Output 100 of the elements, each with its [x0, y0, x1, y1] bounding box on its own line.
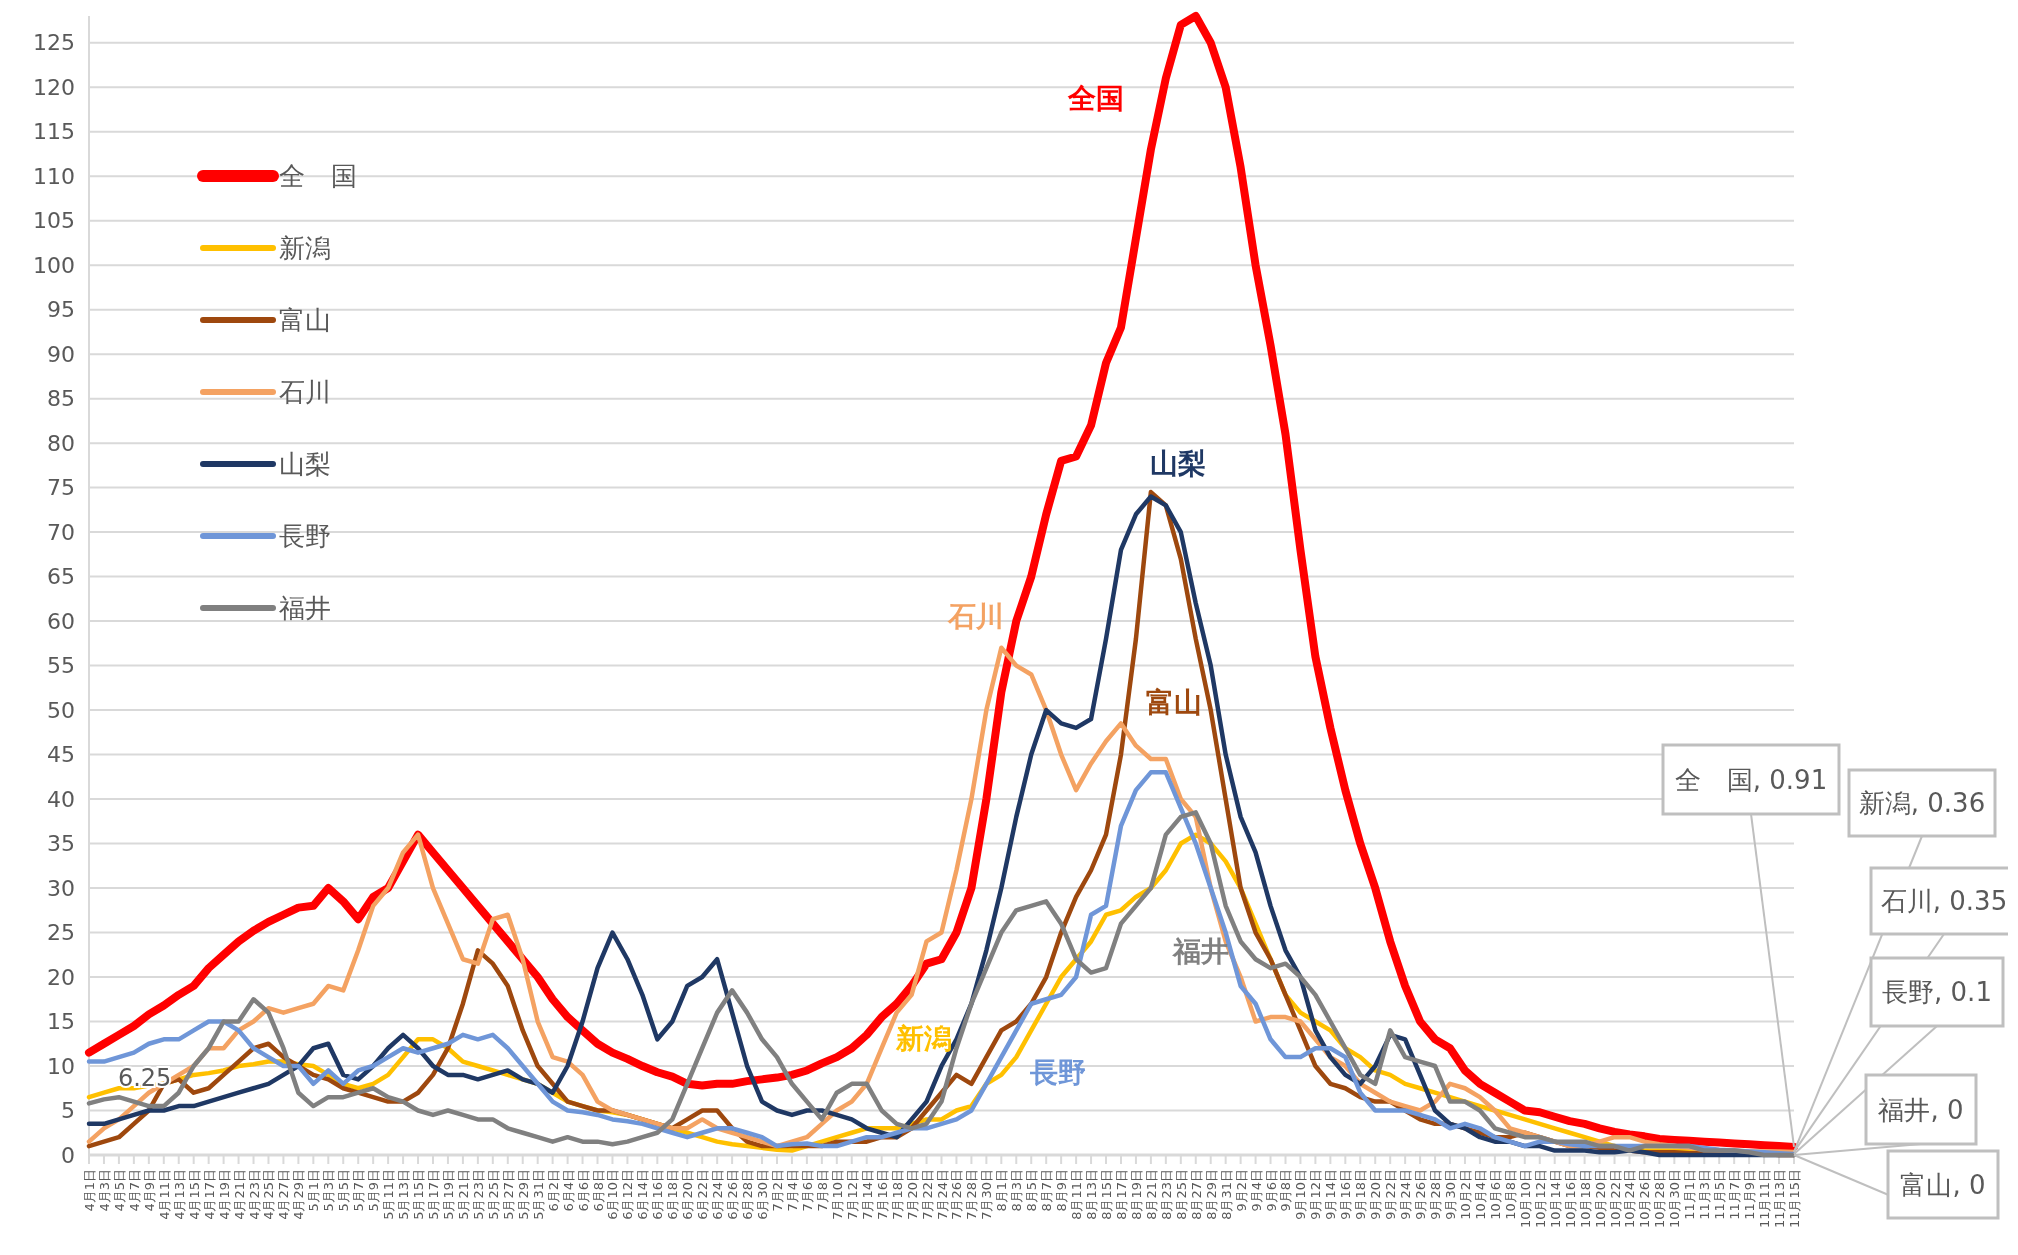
y-tick-label: 30 — [47, 875, 75, 901]
x-tick-label: 10月24日 — [1622, 1169, 1638, 1229]
x-tick-label: 4月11日 — [156, 1169, 172, 1220]
annotation: 新潟 — [895, 1021, 952, 1055]
x-tick-label: 8月31日 — [1218, 1169, 1234, 1220]
x-tick-label: 8月23日 — [1158, 1169, 1174, 1220]
x-tick-label: 5月23日 — [470, 1169, 486, 1220]
x-tick-label: 10月30日 — [1667, 1169, 1683, 1229]
x-tick-label: 7月24日 — [934, 1169, 950, 1220]
x-tick-label: 4月25日 — [261, 1169, 277, 1220]
annotation: 全国 — [1067, 81, 1124, 115]
x-tick-label: 4月15日 — [186, 1169, 202, 1220]
x-tick-label: 5月29日 — [515, 1169, 531, 1220]
annotation: 長野, 0.1 — [1882, 977, 1992, 1008]
x-tick-label: 6月10日 — [605, 1169, 621, 1220]
x-tick-label: 9月10日 — [1293, 1169, 1309, 1220]
x-tick-label: 6月2日 — [545, 1169, 561, 1212]
annotation: 山梨 — [1150, 446, 1206, 480]
x-tick-label: 10月4日 — [1472, 1169, 1488, 1220]
x-tick-label: 10月16日 — [1562, 1169, 1578, 1229]
x-tick-label: 8月25日 — [1173, 1169, 1189, 1220]
x-tick-label: 6月30日 — [755, 1169, 771, 1220]
x-tick-label: 4月23日 — [246, 1169, 262, 1220]
x-tick-label: 10月12日 — [1532, 1169, 1548, 1229]
x-tick-label: 6月18日 — [665, 1169, 681, 1220]
y-tick-label: 15 — [47, 1009, 75, 1035]
x-tick-label: 5月27日 — [500, 1169, 516, 1220]
x-tick-label: 10月26日 — [1637, 1169, 1653, 1229]
x-tick-label: 6月20日 — [680, 1169, 696, 1220]
x-tick-label: 11月11日 — [1757, 1169, 1773, 1229]
y-tick-label: 60 — [47, 608, 75, 634]
x-tick-label: 8月27日 — [1188, 1169, 1204, 1220]
x-tick-label: 8月1日 — [994, 1169, 1010, 1212]
x-tick-label: 9月26日 — [1413, 1169, 1429, 1220]
x-tick-label: 6月4日 — [560, 1169, 576, 1212]
y-tick-label: 35 — [47, 831, 75, 857]
x-tick-label: 5月3日 — [321, 1169, 337, 1212]
legend-label: 富山 — [279, 305, 331, 336]
x-tick-label: 11月9日 — [1742, 1169, 1758, 1220]
x-tick-label: 7月20日 — [904, 1169, 920, 1220]
x-tick-label: 6月6日 — [575, 1169, 591, 1212]
y-tick-label: 85 — [47, 386, 75, 412]
x-tick-label: 4月9日 — [141, 1169, 157, 1212]
x-tick-label: 4月17日 — [201, 1169, 217, 1220]
y-tick-label: 115 — [33, 119, 75, 145]
x-tick-label: 5月19日 — [440, 1169, 456, 1220]
x-tick-label: 5月25日 — [485, 1169, 501, 1220]
annotation: 6.25 — [117, 1063, 172, 1092]
x-tick-label: 5月31日 — [530, 1169, 546, 1220]
x-tick-label: 6月28日 — [740, 1169, 756, 1220]
x-tick-label: 11月3日 — [1697, 1169, 1713, 1220]
y-tick-label: 80 — [47, 430, 75, 456]
y-tick-label: 100 — [33, 252, 75, 278]
x-tick-label: 4月7日 — [126, 1169, 142, 1212]
x-tick-label: 10月14日 — [1547, 1169, 1563, 1229]
x-tick-label: 9月22日 — [1383, 1169, 1399, 1220]
x-tick-label: 9月30日 — [1443, 1169, 1459, 1220]
x-tick-label: 10月20日 — [1592, 1169, 1608, 1229]
x-tick-label: 11月5日 — [1712, 1169, 1728, 1220]
x-tick-label: 5月17日 — [425, 1169, 441, 1220]
y-tick-label: 75 — [47, 475, 75, 501]
y-tick-label: 95 — [47, 297, 75, 323]
x-tick-label: 6月24日 — [710, 1169, 726, 1220]
x-tick-label: 5月21日 — [455, 1169, 471, 1220]
x-tick-label: 10月2日 — [1457, 1169, 1473, 1220]
annotation: 福井, 0 — [1878, 1094, 1964, 1125]
annotation: 新潟, 0.36 — [1858, 788, 1986, 819]
x-tick-label: 4月21日 — [231, 1169, 247, 1220]
x-tick-label: 8月5日 — [1024, 1169, 1040, 1212]
x-tick-label: 9月16日 — [1338, 1169, 1354, 1220]
x-tick-label: 6月16日 — [650, 1169, 666, 1220]
x-tick-label: 11月1日 — [1682, 1169, 1698, 1220]
x-tick-label: 8月19日 — [1128, 1169, 1144, 1220]
annotation: 長野 — [1029, 1055, 1086, 1089]
y-tick-label: 70 — [47, 519, 75, 545]
x-tick-label: 10月28日 — [1652, 1169, 1668, 1229]
y-tick-label: 65 — [47, 564, 75, 590]
x-tick-label: 4月3日 — [96, 1169, 112, 1212]
x-tick-label: 9月6日 — [1263, 1169, 1279, 1212]
y-tick-label: 25 — [47, 920, 75, 946]
legend-label: 山梨 — [279, 449, 331, 480]
y-tick-label: 55 — [47, 653, 75, 679]
x-tick-label: 7月26日 — [949, 1169, 965, 1220]
x-tick-label: 5月1日 — [306, 1169, 322, 1212]
x-tick-label: 7月30日 — [979, 1169, 995, 1220]
x-tick-label: 11月7日 — [1727, 1169, 1743, 1220]
y-tick-label: 10 — [47, 1053, 75, 1079]
x-tick-label: 8月11日 — [1069, 1169, 1085, 1220]
y-tick-label: 40 — [47, 786, 75, 812]
x-tick-label: 11月15日 — [1787, 1169, 1802, 1229]
x-tick-label: 11月13日 — [1772, 1169, 1788, 1229]
x-tick-label: 5月13日 — [396, 1169, 412, 1220]
x-tick-label: 10月10日 — [1517, 1169, 1533, 1229]
x-tick-label: 10月6日 — [1487, 1169, 1503, 1220]
x-tick-label: 7月28日 — [964, 1169, 980, 1220]
x-tick-label: 9月18日 — [1353, 1169, 1369, 1220]
x-tick-label: 4月5日 — [111, 1169, 127, 1212]
x-tick-label: 6月8日 — [590, 1169, 606, 1212]
x-tick-label: 8月29日 — [1203, 1169, 1219, 1220]
annotation: 石川, 0.35 — [1880, 886, 2008, 917]
